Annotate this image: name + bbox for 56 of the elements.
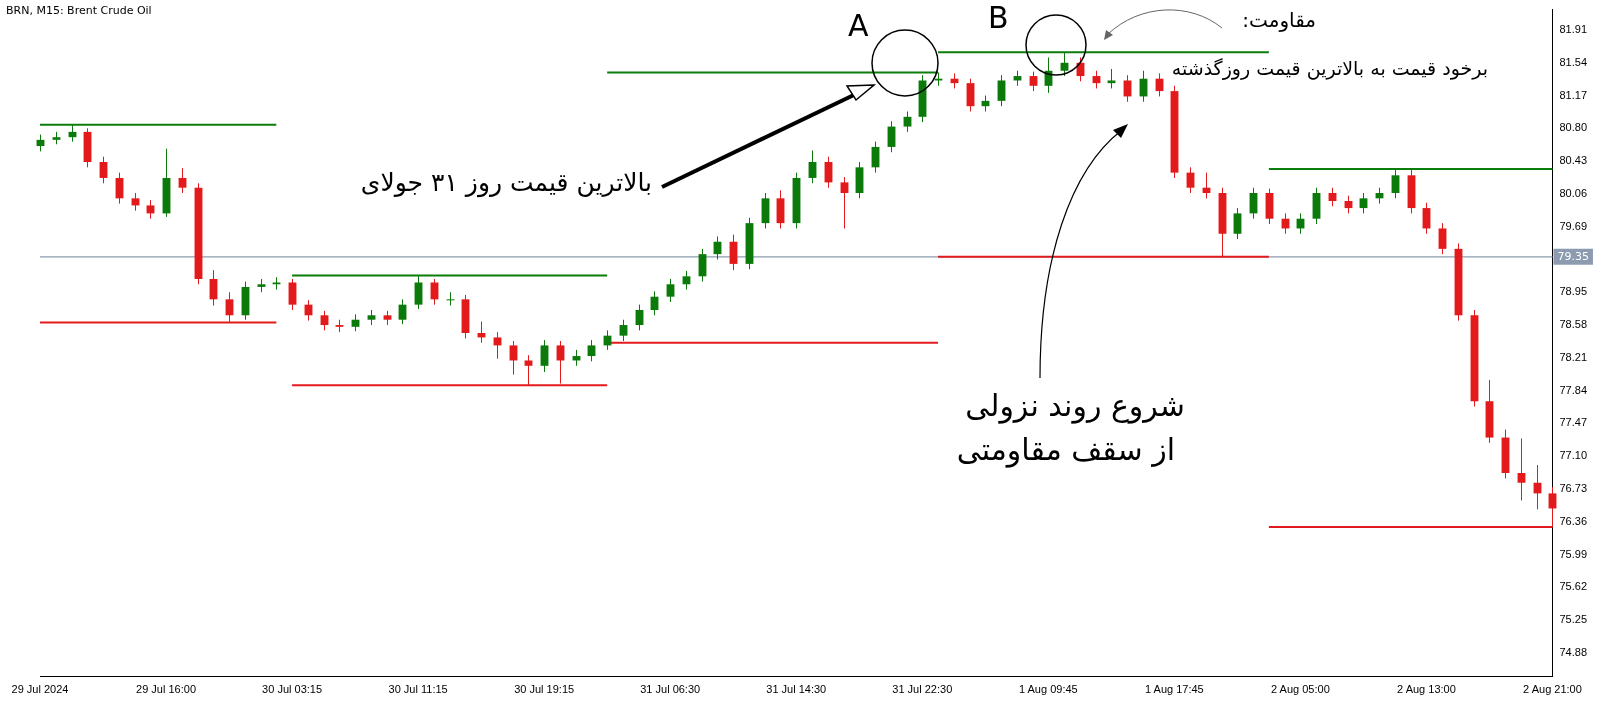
candlestick bbox=[840, 176, 849, 229]
annotation: A bbox=[848, 8, 869, 43]
candlestick bbox=[540, 339, 549, 373]
candlestick bbox=[320, 310, 329, 331]
x-tick-label: 2 Aug 05:00 bbox=[1271, 683, 1330, 696]
annotation: بالاترین قیمت روز ۳۱ جولای bbox=[360, 168, 652, 197]
x-tick-label: 31 Jul 14:30 bbox=[766, 683, 827, 696]
x-tick-label: 30 Jul 19:15 bbox=[514, 683, 575, 696]
x-tick-label: 1 Aug 09:45 bbox=[1018, 683, 1078, 696]
candlestick bbox=[1233, 207, 1242, 240]
y-tick-label: 81.17 bbox=[1559, 88, 1587, 101]
x-tick-label: 30 Jul 11:15 bbox=[388, 683, 448, 696]
x-tick-label: 2 Aug 13:00 bbox=[1397, 683, 1456, 696]
candlestick bbox=[1029, 71, 1038, 92]
y-tick-label: 75.62 bbox=[1559, 580, 1587, 593]
y-tick-label: 77.84 bbox=[1559, 383, 1587, 396]
annotation: B bbox=[988, 0, 1009, 35]
annotation: از سقف مقاومتی bbox=[956, 432, 1175, 467]
y-tick-label: 79.69 bbox=[1559, 219, 1587, 232]
candlestick bbox=[1517, 437, 1526, 501]
y-tick-label: 74.88 bbox=[1559, 645, 1587, 658]
y-tick-label: 76.36 bbox=[1559, 514, 1587, 527]
candlestick bbox=[903, 111, 912, 133]
y-tick-label: 75.99 bbox=[1559, 547, 1587, 560]
candlestick bbox=[587, 339, 596, 362]
candlestick bbox=[619, 319, 628, 342]
y-tick-label: 76.73 bbox=[1559, 481, 1587, 494]
annotation: برخود قیمت به بالاترین قیمت روزگذشته bbox=[1171, 57, 1488, 79]
candlestick bbox=[1359, 192, 1368, 214]
chart-title: BRN, M15: Brent Crude Oil bbox=[6, 4, 152, 17]
x-tick-label: 29 Jul 16:00 bbox=[136, 683, 197, 696]
annotation: شروع روند نزولی bbox=[965, 388, 1185, 423]
y-tick-label: 77.10 bbox=[1559, 449, 1587, 462]
y-tick-label: 77.47 bbox=[1559, 416, 1587, 429]
x-tick-label: 2 Aug 21:00 bbox=[1523, 683, 1582, 696]
ref-line-label: 79.35 bbox=[1557, 249, 1589, 263]
y-tick-label: 75.25 bbox=[1559, 613, 1587, 626]
y-tick-label: 80.43 bbox=[1559, 154, 1587, 167]
y-tick-label: 81.54 bbox=[1559, 55, 1587, 68]
y-tick-label: 78.58 bbox=[1559, 318, 1587, 331]
x-tick-label: 30 Jul 03:15 bbox=[262, 683, 323, 696]
y-tick-label: 80.06 bbox=[1559, 186, 1587, 199]
candlestick bbox=[1107, 68, 1116, 89]
x-tick-label: 31 Jul 06:30 bbox=[640, 683, 701, 696]
x-tick-label: 31 Jul 22:30 bbox=[892, 683, 953, 696]
candlestick bbox=[178, 167, 187, 194]
y-tick-label: 80.80 bbox=[1559, 121, 1587, 134]
y-tick-label: 78.21 bbox=[1559, 350, 1587, 363]
x-tick-label: 1 Aug 17:45 bbox=[1144, 683, 1204, 696]
x-tick-label: 29 Jul 2024 bbox=[11, 683, 69, 696]
y-tick-label: 78.95 bbox=[1559, 285, 1587, 298]
y-tick-label: 81.91 bbox=[1559, 23, 1587, 36]
candlestick bbox=[666, 278, 675, 303]
candlestick bbox=[997, 74, 1006, 107]
candlestick bbox=[1438, 222, 1447, 255]
annotation: مقاومت: bbox=[1242, 8, 1316, 32]
